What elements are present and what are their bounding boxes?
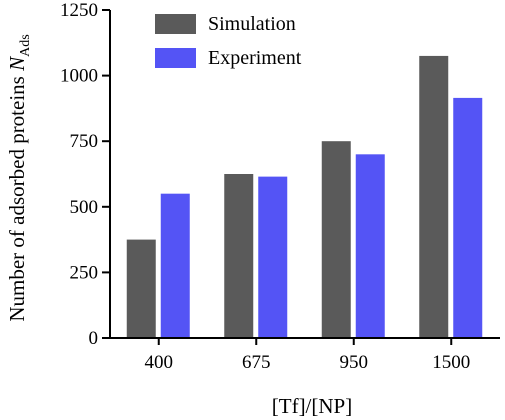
bar-experiment-400 xyxy=(160,193,190,338)
bar-experiment-1500 xyxy=(453,97,483,339)
y-tick-label-750: 750 xyxy=(70,131,99,152)
bar-experiment-950 xyxy=(355,154,385,338)
y-tick-label-1250: 1250 xyxy=(60,0,98,21)
bar-simulation-400 xyxy=(126,239,156,338)
x-axis-title: [Tf]/[NP] xyxy=(272,394,352,418)
bar-simulation-675 xyxy=(224,174,254,338)
legend-swatch-experiment xyxy=(155,48,196,68)
y-tick-label-500: 500 xyxy=(70,197,99,218)
plot-area: 400 675 950 1500 0 250 500 750 1000 1250 xyxy=(60,0,500,373)
x-tick-label-675: 675 xyxy=(242,352,271,373)
legend-swatch-simulation xyxy=(155,14,196,34)
y-tick-label-0: 0 xyxy=(89,328,99,349)
x-tick-label-400: 400 xyxy=(145,352,174,373)
y-tick-label-250: 250 xyxy=(70,262,99,283)
y-axis-title: Number of adsorbed proteins NAds xyxy=(5,34,33,321)
bar-experiment-675 xyxy=(258,176,288,338)
legend: Simulation Experiment xyxy=(155,13,302,69)
y-tick-label-1000: 1000 xyxy=(60,66,98,87)
x-tick-label-1500: 1500 xyxy=(432,352,470,373)
legend-label-experiment: Experiment xyxy=(208,47,302,69)
bar-simulation-950 xyxy=(321,141,351,338)
y-axis-title-subscript: Ads xyxy=(18,34,33,57)
bar-simulation-1500 xyxy=(419,55,449,339)
y-axis-title-symbol: N xyxy=(5,56,29,72)
y-axis-title-text: Number of adsorbed proteins xyxy=(5,71,29,322)
x-tick-label-950: 950 xyxy=(340,352,369,373)
legend-label-simulation: Simulation xyxy=(208,13,296,35)
